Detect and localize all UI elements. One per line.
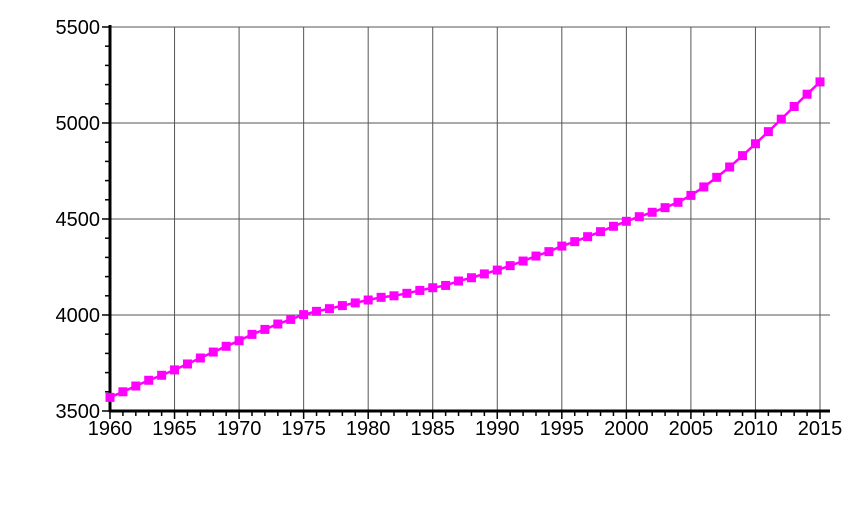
data-point	[389, 291, 399, 301]
data-point	[247, 329, 257, 339]
data-point	[699, 182, 709, 192]
data-point	[350, 298, 360, 308]
data-point	[376, 292, 386, 302]
data-point	[738, 151, 748, 161]
data-point	[195, 353, 205, 363]
data-point	[131, 381, 141, 391]
x-tick-label: 2000	[604, 418, 649, 440]
data-point	[402, 288, 412, 298]
x-tick-label: 2010	[733, 418, 778, 440]
data-point	[673, 197, 683, 207]
data-point	[454, 276, 464, 286]
x-tick-label: 1980	[346, 418, 391, 440]
data-point	[221, 341, 231, 351]
data-point	[118, 387, 128, 397]
data-point	[428, 283, 438, 293]
data-point	[170, 365, 180, 375]
y-tick-label: 5000	[56, 113, 101, 135]
data-point	[725, 162, 735, 172]
data-point	[415, 285, 425, 295]
grid	[110, 26, 830, 411]
data-point	[479, 269, 489, 279]
x-tick-label: 1990	[475, 418, 520, 440]
data-point	[466, 273, 476, 283]
data-point	[789, 101, 799, 111]
data-point	[686, 190, 696, 200]
data-point	[531, 251, 541, 261]
x-tick-label: 1975	[281, 418, 326, 440]
data-point	[583, 232, 593, 242]
data-point	[570, 237, 580, 247]
x-tick-label: 1985	[410, 418, 455, 440]
x-tick-labels: 1960 1965 1970 1975 1980 1985 1990 1995 2000 2005…	[88, 418, 843, 440]
data-point	[815, 77, 825, 87]
data-point	[712, 172, 722, 182]
y-tick-labels: 3500 4000 4500 5000 5500	[56, 17, 101, 423]
data-point	[750, 139, 760, 149]
data-point	[505, 261, 515, 271]
data-point	[776, 114, 786, 124]
x-tick-label: 1995	[540, 418, 585, 440]
data-point	[286, 314, 296, 324]
data-point	[234, 336, 244, 346]
x-tick-label: 1970	[217, 418, 262, 440]
data-point	[324, 304, 334, 314]
data-point	[363, 295, 373, 305]
y-tick-label: 4000	[56, 305, 101, 327]
data-point	[144, 375, 154, 385]
data-point	[660, 203, 670, 213]
x-tick-label: 1960	[88, 418, 133, 440]
data-point	[312, 306, 322, 316]
data-point	[157, 370, 167, 380]
data-point	[647, 207, 657, 217]
x-tick-label: 1965	[152, 418, 197, 440]
y-tick-label: 4500	[56, 209, 101, 231]
data-point	[441, 280, 451, 290]
data-point	[105, 392, 115, 402]
series-line	[105, 77, 825, 402]
x-tick-label: 2015	[798, 418, 843, 440]
data-point	[634, 212, 644, 222]
y-tick-label: 5500	[56, 17, 101, 39]
data-point	[621, 216, 631, 226]
data-point	[260, 324, 270, 334]
data-point	[596, 227, 606, 237]
data-point	[802, 89, 812, 99]
x-tick-label: 2005	[669, 418, 714, 440]
data-point	[608, 221, 618, 231]
data-point	[182, 359, 192, 369]
data-point	[492, 265, 502, 275]
data-point	[518, 256, 528, 266]
data-point	[337, 301, 347, 311]
data-point	[273, 319, 283, 329]
data-point	[299, 310, 309, 320]
y-tick-label: 3500	[56, 401, 101, 423]
data-point	[544, 247, 554, 257]
axes	[102, 25, 830, 419]
data-point	[763, 127, 773, 137]
data-point	[208, 347, 218, 357]
data-point	[557, 241, 567, 251]
